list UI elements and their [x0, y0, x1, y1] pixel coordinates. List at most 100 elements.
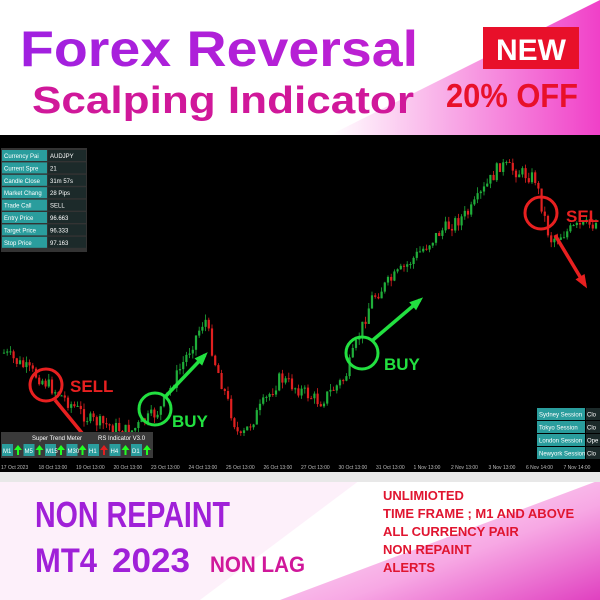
candle	[137, 422, 140, 429]
x-axis-label: 3 Nov 13:00	[489, 465, 516, 471]
signal-circle	[344, 335, 380, 371]
trend-arrow	[121, 445, 130, 450]
candle	[578, 222, 582, 225]
candle	[28, 362, 31, 366]
candle	[322, 403, 326, 407]
footer-mt: MT4	[35, 542, 97, 580]
candle	[486, 183, 489, 187]
candle	[476, 193, 479, 200]
candle	[41, 380, 44, 385]
candle	[300, 388, 303, 396]
x-axis-label: 23 Oct 13:00	[151, 465, 180, 471]
trend-arrow-stem	[38, 450, 41, 455]
candle	[262, 397, 265, 404]
candle	[332, 389, 335, 391]
candle	[393, 271, 396, 281]
timeframe-button[interactable]	[45, 444, 56, 456]
candle	[450, 228, 454, 231]
signal-circle	[137, 391, 173, 427]
info-value-cell	[48, 162, 86, 174]
session-cell	[537, 421, 585, 433]
candle	[86, 421, 89, 423]
candle	[271, 394, 274, 396]
candle	[290, 378, 294, 390]
candle	[342, 380, 345, 382]
timeframe-label: H4	[111, 449, 119, 455]
session-cell	[537, 434, 585, 446]
candle	[319, 404, 322, 407]
candle	[521, 168, 524, 175]
session-status: Clo	[587, 426, 597, 432]
candle	[98, 416, 102, 426]
info-label: Target Price	[4, 228, 37, 234]
candle	[95, 417, 98, 426]
meter-title: RS Indicator V3.0	[98, 436, 146, 442]
signal-circle	[523, 195, 559, 231]
info-label: Currency Pai	[4, 154, 39, 160]
session-cell	[537, 447, 585, 459]
candle	[380, 291, 383, 299]
trend-arrow	[57, 445, 65, 450]
info-value-cell	[48, 212, 86, 223]
timeframe-button[interactable]	[23, 444, 35, 456]
info-value: SELL	[50, 204, 65, 210]
candle	[338, 380, 342, 386]
candle	[188, 353, 191, 355]
signal-label: BUY	[384, 355, 421, 374]
new-badge-text: NEW	[496, 34, 567, 67]
candle	[66, 397, 70, 408]
info-value: 96.663	[50, 216, 69, 222]
candle	[111, 425, 114, 433]
candle	[105, 423, 108, 425]
candle	[569, 225, 572, 232]
signal-circle	[28, 367, 64, 403]
candle	[114, 422, 118, 433]
candle	[31, 365, 34, 369]
candle	[466, 210, 470, 215]
x-axis-label: 30 Oct 13:00	[339, 465, 368, 471]
signal-label: SELL	[566, 207, 600, 226]
candle	[425, 248, 428, 250]
timeframe-button[interactable]	[109, 444, 121, 456]
candle	[38, 377, 41, 385]
session-status: Clo	[587, 452, 597, 458]
timeframe-button[interactable]	[66, 444, 78, 456]
candle	[12, 351, 15, 359]
info-value-cell	[48, 187, 86, 199]
timeframe-label: D1	[132, 449, 140, 455]
candle	[255, 410, 258, 425]
subtitle: Scalping Indicator	[32, 80, 414, 122]
candle	[92, 413, 95, 418]
candle	[2, 352, 6, 354]
info-label: Market Chang	[4, 191, 42, 197]
candle	[303, 387, 306, 389]
candle	[159, 406, 162, 415]
candle	[537, 182, 540, 189]
candle	[412, 257, 415, 265]
trend-arrow	[78, 445, 87, 450]
candle	[454, 218, 457, 231]
candle	[124, 424, 127, 435]
new-badge	[483, 27, 579, 69]
candle	[44, 380, 47, 387]
candle	[492, 174, 495, 181]
footer-accent-left	[0, 480, 360, 600]
candle	[418, 251, 422, 253]
candle	[479, 191, 482, 194]
footer-accent	[280, 480, 600, 600]
candle	[294, 388, 297, 390]
x-axis-label: 20 Oct 13:00	[114, 465, 143, 471]
candle	[25, 362, 28, 368]
candle	[246, 426, 249, 431]
candle	[348, 357, 351, 377]
candle	[415, 251, 418, 258]
info-label-cell	[2, 236, 47, 248]
candle	[530, 172, 534, 183]
timeframe-button[interactable]	[2, 444, 13, 456]
timeframe-button[interactable]	[131, 444, 142, 456]
info-value: AUDJPY	[50, 154, 74, 160]
timeframe-button[interactable]	[88, 444, 99, 456]
candle	[47, 379, 50, 387]
trend-arrow-stem	[124, 450, 127, 455]
candle	[534, 172, 537, 183]
